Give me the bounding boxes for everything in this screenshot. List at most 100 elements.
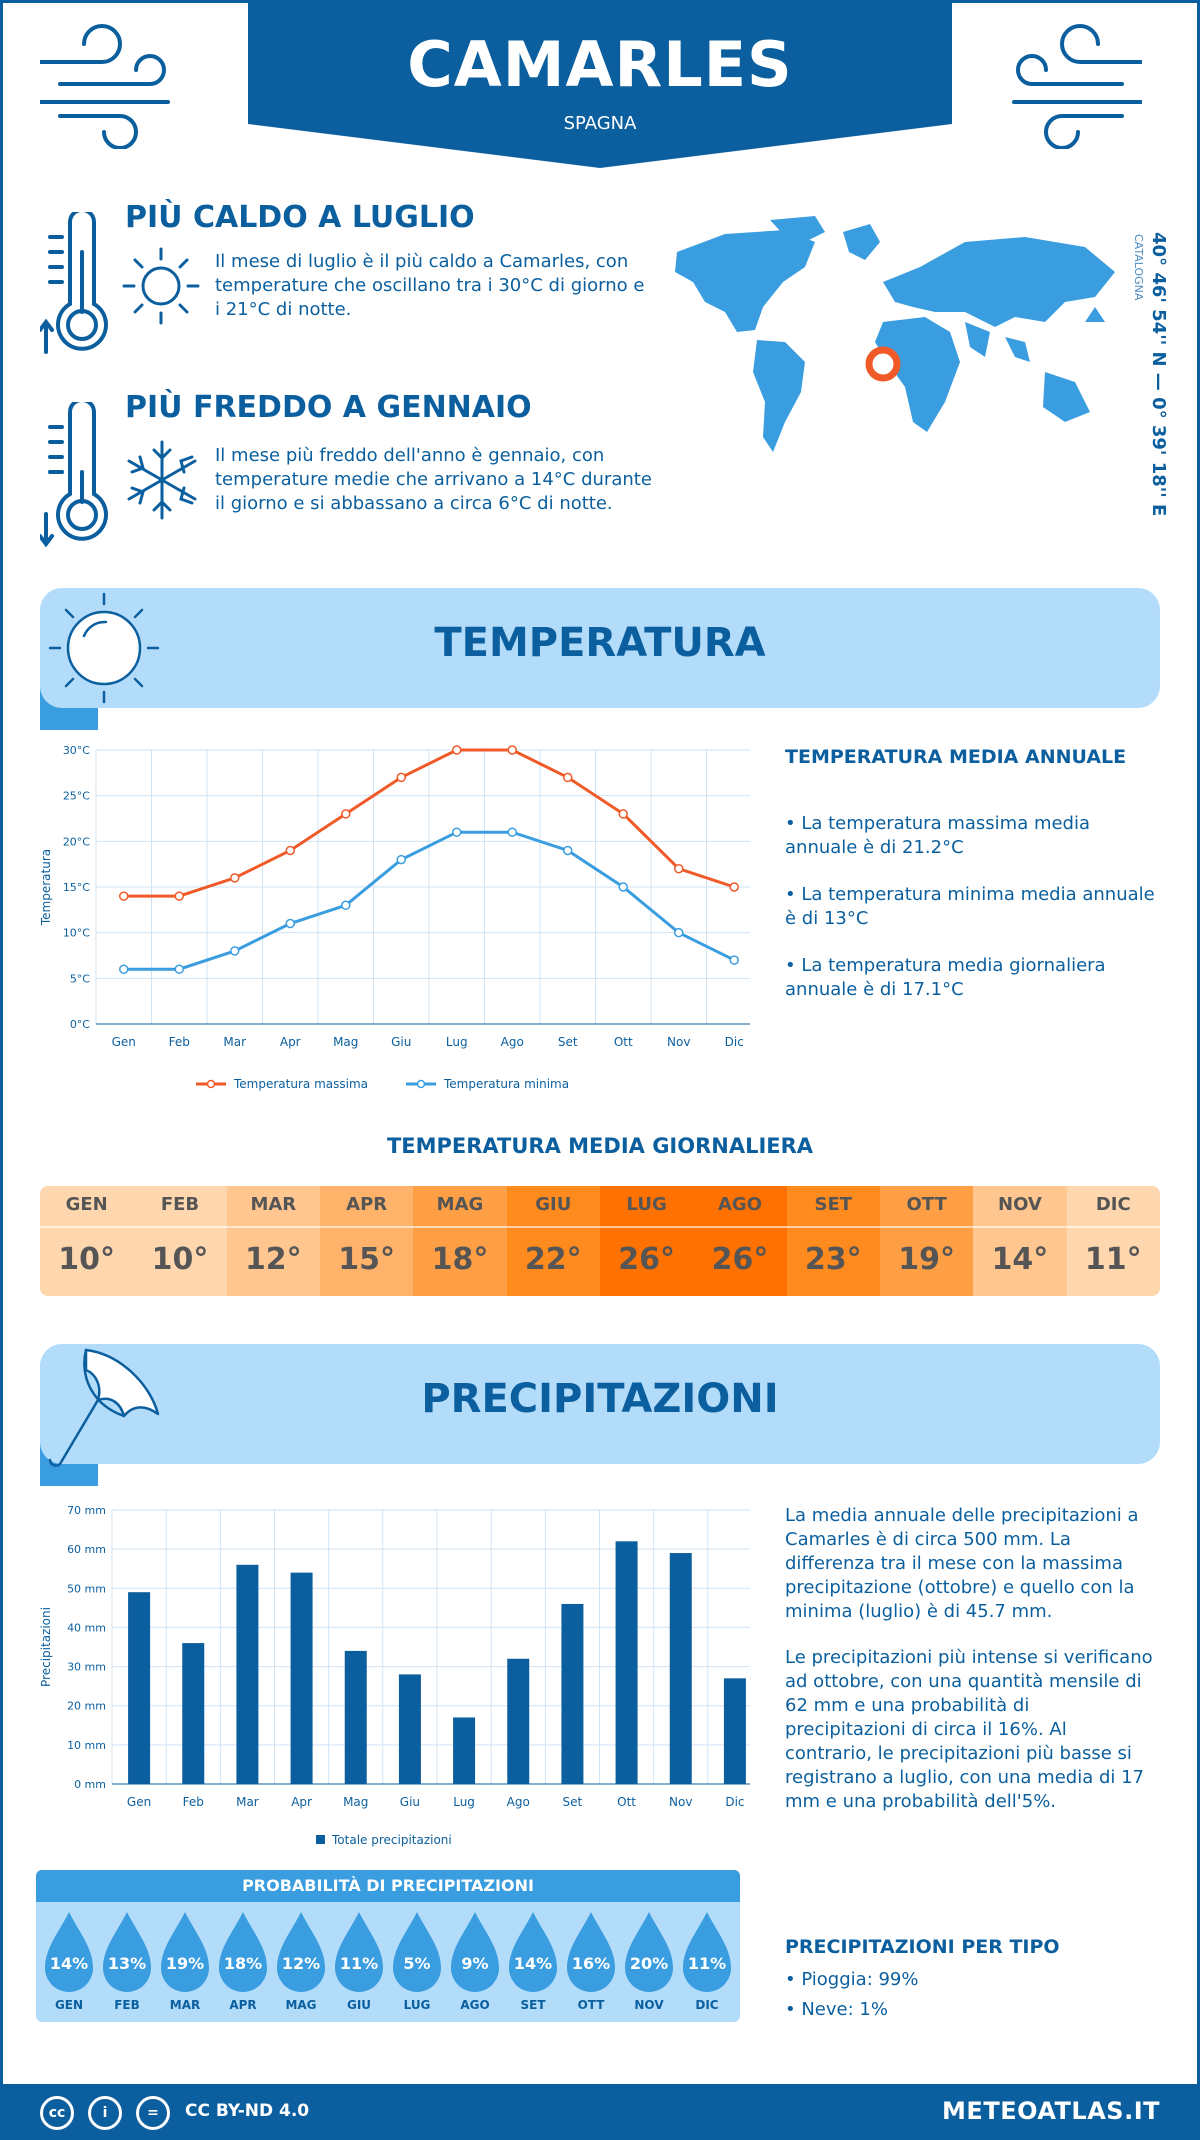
daily-temp-cell: FEB 10° [133, 1186, 227, 1296]
precip-type-snow: • Neve: 1% [785, 1999, 888, 2020]
thermometer-hot-icon [40, 212, 108, 354]
bar [398, 1674, 421, 1784]
probability-value: 14% [513, 1954, 553, 1973]
x-tick-label: Lug [446, 1035, 468, 1049]
bar [236, 1564, 259, 1784]
daily-month-label: FEB [160, 1194, 200, 1215]
probability-title: PROBABILITÀ DI PRECIPITAZIONI [36, 1870, 740, 1902]
series-line [123, 830, 735, 971]
daily-month-label: SET [814, 1194, 853, 1215]
probability-month: OTT [577, 1998, 605, 2012]
data-point [507, 745, 517, 755]
daily-temp-cell: APR 15° [319, 1186, 414, 1296]
cell-divider [40, 1226, 134, 1228]
data-point [563, 772, 573, 783]
daily-month-label: LUG [626, 1194, 667, 1215]
cell-divider [133, 1226, 227, 1228]
daily-temp-cell: AGO 26° [693, 1186, 787, 1296]
data-point [396, 854, 406, 865]
x-tick-label: Ago [507, 1795, 530, 1809]
data-point [341, 809, 351, 819]
sun-icon [122, 247, 200, 325]
probability-month: FEB [114, 1998, 140, 2012]
data-point [230, 873, 240, 883]
bar [561, 1603, 584, 1784]
precipitation-band [40, 1344, 1160, 1464]
bar [182, 1643, 205, 1784]
region-name: CATALOGNA [1132, 234, 1145, 301]
x-tick-label: Mar [223, 1035, 246, 1049]
data-point [230, 946, 240, 956]
y-tick-label: 50 mm [67, 1582, 106, 1595]
temperature-title: TEMPERATURA [434, 620, 766, 666]
probability-drop: 14% SET [504, 1910, 562, 2020]
probability-drop: 14% GEN [40, 1910, 98, 2020]
daily-temp-value: 26° [711, 1242, 769, 1277]
probability-drop: 20% NOV [620, 1910, 678, 2020]
bar [507, 1658, 530, 1784]
probability-value: 5% [403, 1954, 431, 1973]
probability-drop: 13% FEB [98, 1910, 156, 2020]
snowflake-icon [127, 440, 197, 520]
cell-divider [413, 1226, 507, 1228]
daily-month-label: APR [346, 1194, 388, 1215]
legend-marker [206, 1079, 216, 1089]
x-tick-label: Dic [725, 1795, 744, 1809]
bar [669, 1553, 692, 1784]
raindrop-icon [277, 1912, 325, 1992]
probability-drop: 12% MAG [272, 1910, 330, 2020]
data-point [119, 964, 129, 974]
raindrop-icon [335, 1912, 383, 1992]
precip-type-rain: • Pioggia: 99% [785, 1969, 919, 1990]
raindrop-icon [509, 1912, 557, 1992]
daily-month-label: AGO [717, 1194, 762, 1215]
y-axis-label: Precipitazioni [39, 1607, 53, 1687]
probability-drop: 16% OTT [562, 1910, 620, 2020]
probability-value: 20% [629, 1954, 669, 1973]
y-tick-label: 15°C [63, 881, 90, 894]
daily-temp-cell: LUG 26° [599, 1186, 694, 1296]
coldest-text: Il mese più freddo dell'anno è gennaio, … [215, 445, 652, 514]
brand-link[interactable]: METEOATLAS.IT [942, 2097, 1160, 2125]
x-tick-label: Lug [453, 1795, 475, 1809]
legend-label: Temperatura minima [443, 1077, 569, 1091]
y-tick-label: 0 mm [74, 1778, 106, 1791]
x-tick-label: Gen [127, 1795, 151, 1809]
legend-swatch [316, 1835, 325, 1844]
daily-month-label: MAR [250, 1194, 297, 1215]
x-tick-label: Mag [343, 1795, 368, 1809]
probability-drop: 19% MAR [156, 1910, 214, 2020]
y-tick-label: 0°C [70, 1018, 90, 1031]
data-point [729, 955, 739, 965]
location-marker [865, 346, 901, 382]
probability-month: AGO [460, 1998, 490, 2012]
probability-month: NOV [634, 1998, 664, 2012]
world-map [675, 216, 1115, 452]
daily-temp-value: 22° [524, 1242, 582, 1277]
daily-temp-cell: GIU 22° [506, 1186, 600, 1296]
daily-temp-value: 18° [431, 1242, 489, 1277]
probability-value: 12% [281, 1954, 321, 1973]
x-tick-label: Dic [725, 1035, 744, 1049]
daily-temp-value: 26° [618, 1242, 675, 1277]
x-tick-label: Mar [236, 1795, 259, 1809]
license-text[interactable]: CC BY-ND 4.0 [185, 2101, 310, 2121]
raindrop-icon [683, 1912, 731, 1992]
coldest-month-block: PIÙ FREDDO A GENNAIO Il mese più freddo … [40, 390, 652, 560]
x-tick-label: Set [563, 1795, 583, 1809]
series-line [123, 748, 735, 898]
data-point [119, 891, 129, 901]
y-tick-label: 25°C [63, 790, 90, 803]
daily-temp-cell: MAR 12° [226, 1186, 320, 1296]
daily-temp-value: 10° [58, 1242, 116, 1277]
probability-drop: 18% APR [214, 1910, 272, 2020]
x-tick-label: Feb [169, 1035, 190, 1049]
data-point [674, 863, 684, 874]
coldest-title: PIÙ FREDDO A GENNAIO [125, 390, 532, 425]
raindrop-icon [45, 1912, 93, 1992]
probability-month: DIC [695, 1998, 719, 2012]
no-derivatives-icon: = [136, 2096, 170, 2130]
cell-divider [973, 1226, 1067, 1228]
data-point [563, 845, 573, 856]
daily-month-label: NOV [998, 1194, 1042, 1215]
